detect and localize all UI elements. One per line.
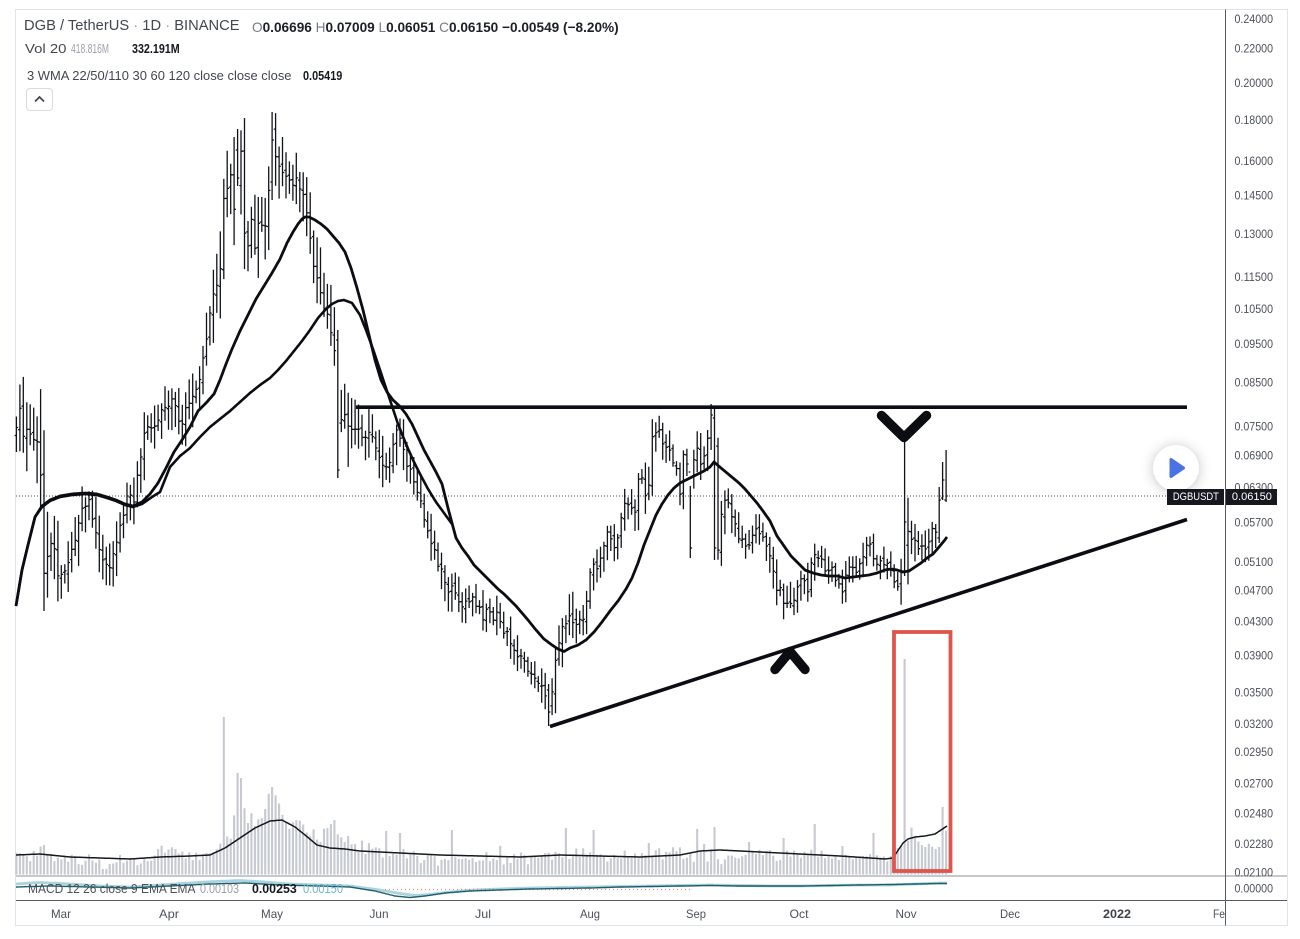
svg-text:0.18000: 0.18000: [1235, 113, 1274, 127]
svg-text:0.11500: 0.11500: [1235, 270, 1274, 284]
svg-text:0.03200: 0.03200: [1235, 717, 1274, 731]
svg-text:0.24000: 0.24000: [1235, 12, 1274, 26]
svg-text:0.10500: 0.10500: [1235, 302, 1274, 316]
svg-text:0.13000: 0.13000: [1235, 227, 1274, 241]
svg-text:0.20000: 0.20000: [1235, 76, 1274, 90]
svg-text:0.08500: 0.08500: [1235, 376, 1274, 390]
svg-text:0.02700: 0.02700: [1235, 777, 1274, 791]
svg-text:Dec: Dec: [1000, 907, 1020, 921]
svg-text:Jul: Jul: [475, 907, 491, 921]
svg-text:0.02100: 0.02100: [1235, 866, 1274, 880]
svg-text:0.14500: 0.14500: [1235, 189, 1274, 203]
svg-text:0.04300: 0.04300: [1235, 615, 1274, 629]
svg-text:2022: 2022: [1103, 907, 1131, 921]
svg-text:0.00000: 0.00000: [1235, 882, 1274, 896]
svg-text:0.02950: 0.02950: [1235, 745, 1274, 759]
svg-text:0.03500: 0.03500: [1235, 686, 1274, 700]
svg-text:Apr: Apr: [159, 907, 179, 921]
svg-text:Mar: Mar: [51, 907, 71, 921]
svg-text:Sep: Sep: [686, 907, 706, 921]
svg-text:0.22000: 0.22000: [1235, 42, 1274, 56]
svg-text:0.04700: 0.04700: [1235, 584, 1274, 598]
svg-text:Aug: Aug: [580, 907, 600, 921]
svg-text:0.05100: 0.05100: [1235, 555, 1274, 569]
svg-text:0.07500: 0.07500: [1235, 420, 1274, 434]
svg-text:0.06900: 0.06900: [1235, 449, 1274, 463]
svg-text:May: May: [261, 907, 283, 921]
svg-text:0.09500: 0.09500: [1235, 337, 1274, 351]
svg-text:Fe: Fe: [1213, 907, 1225, 921]
svg-text:Oct: Oct: [790, 907, 810, 921]
svg-text:0.16000: 0.16000: [1235, 154, 1274, 168]
svg-text:0.03900: 0.03900: [1235, 649, 1274, 663]
svg-text:0.02280: 0.02280: [1235, 837, 1274, 851]
svg-text:0.05700: 0.05700: [1235, 516, 1274, 530]
svg-text:Jun: Jun: [370, 907, 389, 921]
svg-text:Nov: Nov: [896, 907, 917, 921]
svg-text:0.02480: 0.02480: [1235, 807, 1274, 821]
